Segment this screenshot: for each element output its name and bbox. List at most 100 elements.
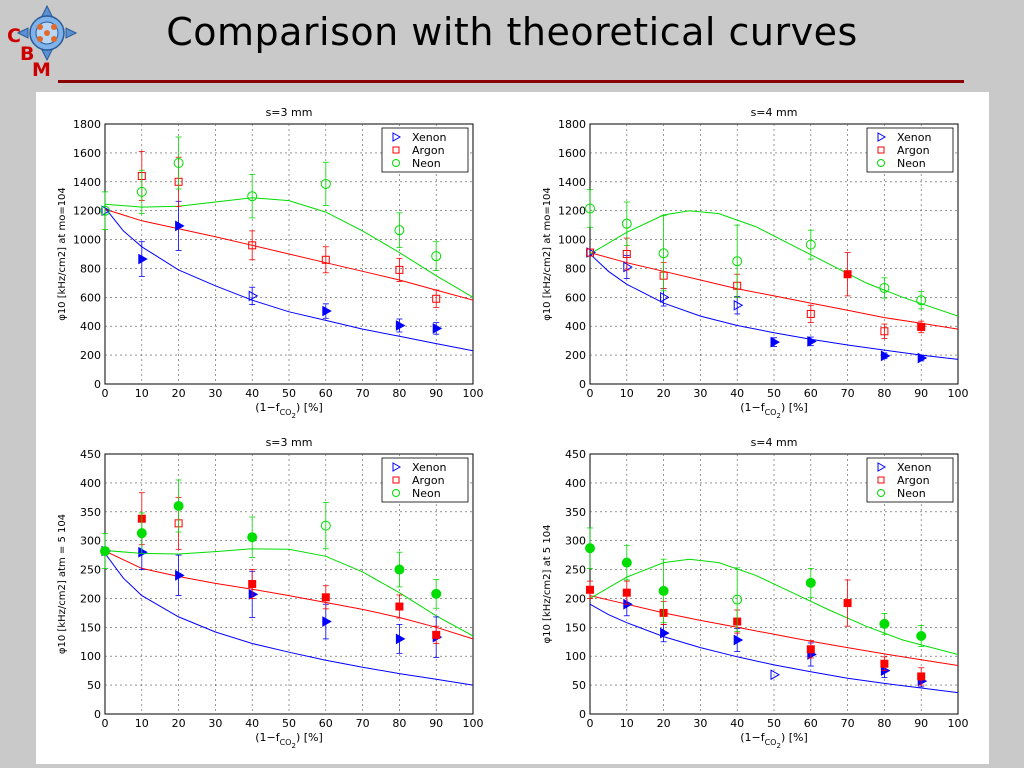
data-point-neon: [247, 191, 258, 202]
theory-curve-xenon: [590, 253, 958, 360]
x-tick-label: 20: [657, 387, 671, 400]
y-tick-label: 0: [94, 708, 101, 721]
data-point-argon: [248, 241, 257, 250]
y-tick-label: 200: [80, 349, 101, 362]
legend-marker-argon: [877, 146, 885, 154]
x-tick-label: 80: [877, 387, 891, 400]
x-tick-label: 100: [948, 387, 969, 400]
y-tick-label: 800: [80, 262, 101, 275]
logo-letter-m: M: [32, 59, 51, 78]
data-point-neon: [136, 186, 147, 197]
logo-letter-b: B: [20, 43, 34, 65]
x-tick-label: 70: [356, 717, 370, 730]
y-tick-label: 0: [579, 378, 586, 391]
theory-curve-argon: [105, 550, 473, 640]
data-point-neon: [732, 594, 743, 605]
chart-3: 0 10 20 30 40 50 60 70 80 90 100 0 50 100 150 200 250 300…: [57, 436, 484, 750]
data-point-neon: [585, 543, 595, 554]
chart-1: 0 10 20 30 40 50 60 70 80 90 100020040060080010001…: [57, 106, 484, 420]
y-tick-label: 0: [579, 708, 586, 721]
legend-marker-argon: [392, 476, 400, 484]
theory-curve-argon: [590, 252, 958, 330]
y-tick-label: 0: [94, 378, 101, 391]
chart-4: 0 10 20 30 40 50 60 70 80 90 100 0 50 100 150 200 250 300…: [542, 436, 969, 750]
x-axis-label-tail: ) [%]: [296, 401, 323, 414]
y-tick-label: 100: [565, 650, 586, 663]
theory-curve-xenon: [590, 603, 958, 694]
x-tick-label: 60: [319, 717, 333, 730]
y-axis-label: φ10 [kHz/cm2] at mo=104: [542, 187, 553, 321]
data-point-neon: [805, 239, 816, 250]
data-point-xenon: [660, 291, 670, 303]
legend-label: Xenon: [897, 461, 932, 474]
y-tick-label: 800: [565, 262, 586, 275]
chart-2: 0 10 20 30 40 50 60 70 80 90 100020040060080010001…: [542, 106, 969, 420]
x-tick-label: 30: [208, 387, 222, 400]
x-tick-label: 40: [730, 717, 744, 730]
y-tick-label: 300: [565, 535, 586, 548]
x-tick-label: 70: [841, 717, 855, 730]
x-axis-label-tail: ) [%]: [296, 731, 323, 744]
data-point-argon: [321, 593, 330, 602]
x-axis-label-sub: CO: [280, 408, 292, 417]
x-axis-label-sub2: 2: [776, 412, 780, 420]
y-tick-label: 1000: [558, 234, 586, 247]
legend-label: Xenon: [897, 131, 932, 144]
x-tick-label: 20: [172, 387, 186, 400]
data-point-argon: [395, 602, 404, 611]
data-point-xenon: [807, 336, 817, 347]
chart-title: s=3 mm: [266, 106, 313, 119]
data-point-argon: [843, 599, 852, 608]
data-point-neon: [658, 585, 669, 596]
y-tick-label: 400: [80, 477, 101, 490]
data-point-argon: [917, 672, 926, 681]
legend-label: Argon: [897, 474, 930, 487]
x-tick-label: 50: [767, 717, 781, 730]
x-tick-label: 30: [693, 717, 707, 730]
data-point-argon: [432, 630, 441, 639]
x-axis-label: (1−fCO2) [%]: [255, 401, 323, 420]
data-point-xenon: [175, 569, 185, 581]
y-tick-label: 150: [80, 621, 101, 634]
data-point-argon: [806, 645, 815, 654]
y-tick-label: 600: [80, 291, 101, 304]
legend-marker-xenon: [877, 462, 887, 472]
y-axis-label: φ10 [kHz/cm2] at mo=104: [57, 187, 68, 321]
legend-label: Argon: [897, 144, 930, 157]
x-tick-label: 50: [282, 387, 296, 400]
data-point-xenon: [248, 589, 259, 600]
cbm-logo: C B M: [7, 4, 78, 78]
chart-title: s=4 mm: [751, 106, 798, 119]
data-point-argon: [843, 270, 852, 279]
legend-label: Neon: [897, 487, 926, 500]
legend-label: Neon: [412, 487, 441, 500]
x-tick-label: 70: [841, 387, 855, 400]
x-tick-label: 100: [463, 387, 484, 400]
data-point-xenon: [733, 299, 744, 311]
data-point-xenon: [322, 305, 332, 317]
y-tick-label: 300: [80, 535, 101, 548]
x-tick-label: 50: [282, 717, 296, 730]
x-axis-label-tail: ) [%]: [781, 731, 808, 744]
x-tick-label: 10: [135, 387, 149, 400]
data-point-xenon: [880, 350, 891, 362]
y-tick-label: 450: [565, 448, 586, 461]
y-tick-label: 1400: [558, 176, 586, 189]
x-tick-label: 80: [877, 717, 891, 730]
data-point-neon: [916, 295, 927, 306]
y-tick-label: 250: [565, 564, 586, 577]
x-tick-label: 100: [948, 717, 969, 730]
theory-curve-xenon: [105, 207, 473, 352]
y-tick-label: 1800: [73, 118, 101, 131]
legend-marker-xenon: [392, 132, 402, 142]
x-tick-label: 0: [102, 717, 109, 730]
x-tick-label: 30: [208, 717, 222, 730]
data-point-neon: [658, 248, 669, 259]
data-point-argon: [321, 255, 330, 264]
data-point-neon: [173, 158, 184, 168]
legend-label: Argon: [412, 474, 445, 487]
data-point-xenon: [248, 290, 259, 302]
